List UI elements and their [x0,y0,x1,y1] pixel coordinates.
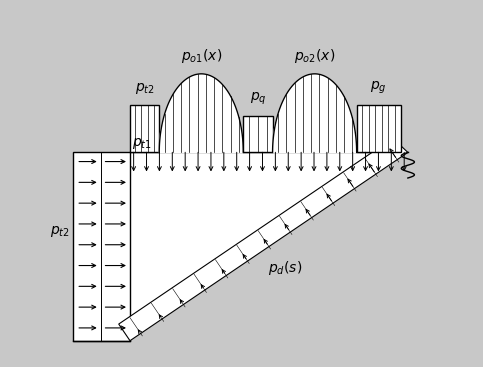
Polygon shape [159,74,243,152]
Text: $p_{o1}(x)$: $p_{o1}(x)$ [181,47,222,65]
Text: $p_{t1}$: $p_{t1}$ [132,135,152,150]
Text: $p_{t2}$: $p_{t2}$ [50,225,70,239]
Text: $p_{t2}$: $p_{t2}$ [135,81,155,96]
Text: $p_{q}$: $p_{q}$ [250,90,266,107]
Polygon shape [130,152,408,341]
Polygon shape [73,152,130,341]
Text: $p_{d}(s)$: $p_{d}(s)$ [268,259,302,277]
Text: $p_{o2}(x)$: $p_{o2}(x)$ [294,47,335,65]
Polygon shape [119,138,408,341]
Polygon shape [356,105,400,152]
Polygon shape [243,116,272,152]
Polygon shape [130,105,159,152]
Polygon shape [272,74,356,152]
Text: $p_{g}$: $p_{g}$ [370,79,387,96]
